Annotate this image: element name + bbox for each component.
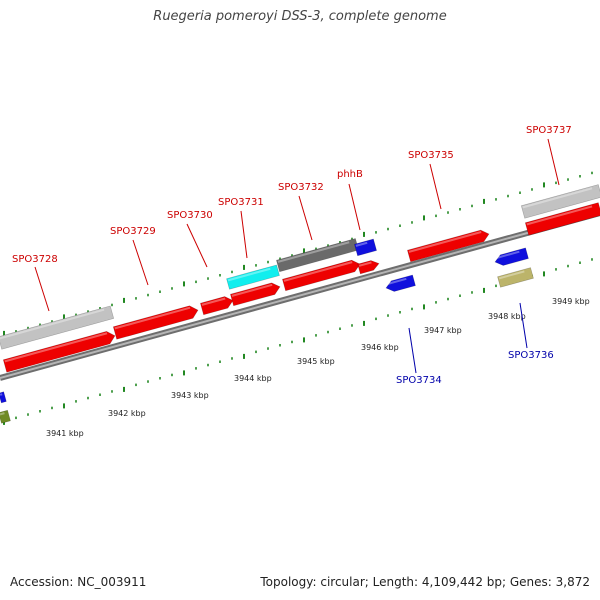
gene-arrow [0, 305, 115, 350]
leader-line [429, 163, 442, 210]
coordinate-label: 3941 kbp [46, 429, 84, 438]
backbone-inner [0, 212, 600, 379]
coordinate-label: 3946 kbp [361, 343, 399, 352]
gene-highlight [231, 283, 273, 297]
gene-label: SPO3732 [278, 182, 324, 193]
gene-feature [407, 229, 490, 263]
gene-label: SPO3730 [167, 210, 213, 221]
gene-arrow [524, 202, 600, 236]
gene-feature [520, 184, 600, 219]
gene-arrow [497, 267, 534, 288]
gene-label: SPO3729 [110, 226, 156, 237]
gene-highlight [526, 205, 593, 226]
gene-feature [354, 238, 377, 257]
gene-labels: SPO3728 SPO3729 SPO3730 SPO3731 SPO3732 phhB S… [12, 125, 572, 386]
gene-highlight [114, 306, 191, 330]
gene-label: SPO3728 [12, 254, 58, 265]
coordinate-label: 3943 kbp [171, 391, 209, 400]
coordinate-label: 3948 kbp [488, 312, 526, 321]
leader-line [547, 138, 560, 186]
gene-feature [357, 260, 380, 275]
gene-label: SPO3737 [526, 125, 572, 136]
gene-highlight [277, 241, 350, 263]
leader-line [298, 195, 313, 241]
gene-feature [226, 264, 280, 290]
gene-feature [497, 267, 534, 288]
gene-arrow [230, 282, 281, 307]
coordinate-label: 3944 kbp [234, 374, 272, 383]
gene-arrow [2, 331, 116, 373]
gene-highlight [0, 412, 5, 416]
gene-arrow [0, 409, 11, 424]
leader-line [348, 183, 361, 231]
gene-label: phhB [337, 169, 363, 180]
gene-feature [2, 331, 116, 373]
leader-line [408, 327, 417, 374]
gene-feature [385, 274, 416, 292]
gene-arrow [520, 184, 600, 219]
gene-feature [112, 305, 199, 340]
genome-title: Ruegeria pomeroyi DSS-3, complete genome [153, 9, 447, 24]
gene-arrow [494, 247, 529, 266]
coordinate-label: 3947 kbp [424, 326, 462, 335]
gene-arrow [407, 229, 490, 263]
gene-highlight [4, 332, 108, 363]
leader-line [186, 223, 208, 268]
gene-feature [494, 247, 529, 266]
gene-arrow [200, 296, 234, 316]
gene-arrow [357, 260, 380, 275]
gene-highlight [522, 187, 593, 209]
outer-tick-track [3, 171, 593, 336]
gene-feature [0, 305, 115, 350]
gene-feature [282, 259, 361, 292]
gene-highlight [355, 241, 368, 247]
gene-highlight [358, 261, 372, 267]
leader-line [34, 266, 50, 312]
gene-feature [200, 296, 234, 316]
gene-label: SPO3731 [218, 197, 264, 208]
gene-feature [524, 202, 600, 236]
gene-arrow [226, 264, 280, 290]
leader-line [240, 210, 248, 259]
gene-label: SPO3735 [408, 150, 454, 161]
gene-highlight [498, 270, 525, 280]
leader-line [132, 239, 149, 286]
gene-features [0, 184, 600, 424]
gene-highlight [0, 308, 105, 340]
accession-label: Accession: NC_003911 [10, 575, 147, 589]
gene-highlight [201, 297, 226, 306]
gene-feature [0, 391, 7, 404]
coordinate-label: 3942 kbp [108, 409, 146, 418]
genome-summary: Topology: circular; Length: 4,109,442 bp… [260, 575, 590, 589]
gene-highlight [494, 250, 520, 260]
genome-backbone [0, 210, 600, 381]
gene-highlight [283, 261, 353, 282]
gene-arrow [112, 305, 199, 340]
gene-highlight [0, 393, 3, 396]
gene-label: SPO3734 [396, 375, 442, 386]
gene-arrow [0, 391, 7, 404]
gene-label: SPO3736 [508, 350, 554, 361]
gene-feature [0, 409, 11, 424]
gene-arrow [385, 274, 416, 292]
coordinate-labels: 3941 kbp 3942 kbp 3943 kbp 3944 kbp 3945 kbp… [46, 297, 590, 438]
leader-line [519, 302, 528, 349]
gene-arrow [354, 238, 377, 257]
gene-feature [230, 282, 281, 307]
gene-highlight [385, 277, 407, 286]
coordinate-label: 3949 kbp [552, 297, 590, 306]
gene-arrow [282, 259, 361, 292]
gene-highlight [227, 267, 271, 282]
gene-highlight [408, 231, 482, 253]
coordinate-label: 3945 kbp [297, 357, 335, 366]
